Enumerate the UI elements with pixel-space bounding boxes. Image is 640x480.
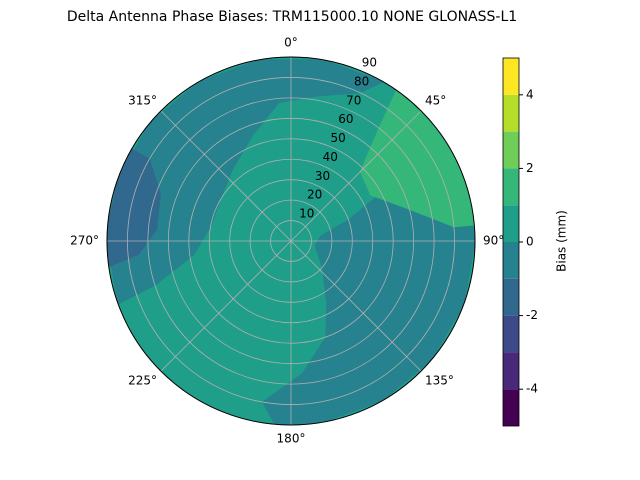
colorbar-label: Bias (mm): [555, 210, 569, 272]
colorbar-band: [503, 205, 519, 242]
r-tick-label: 80: [354, 74, 369, 88]
colorbar-tick-label: -2: [526, 308, 538, 322]
theta-tick-label: 180°: [277, 432, 306, 446]
grid-spoke: [160, 240, 292, 372]
theta-tick-label: 45°: [425, 93, 446, 107]
r-tick-label: 60: [338, 112, 353, 126]
r-tick-label: 40: [323, 150, 338, 164]
theta-tick-label: 270°: [70, 234, 99, 248]
colorbar-band: [503, 315, 519, 353]
theta-tick-label: 315°: [128, 93, 157, 107]
colorbar-tick-label: -4: [526, 382, 538, 396]
r-tick-label: 50: [330, 131, 345, 145]
colorbar-band: [503, 389, 519, 426]
plot-border: [106, 56, 476, 426]
colorbar-band: [503, 58, 519, 95]
colorbar-band: [503, 94, 519, 132]
colorbar-tick-label: 0: [526, 235, 534, 249]
colorbar-band: [503, 168, 519, 206]
r-tick-label: 70: [346, 93, 361, 107]
r-tick-label: 90: [362, 56, 377, 70]
r-tick-label: 30: [315, 169, 330, 183]
theta-tick-label: 225°: [128, 374, 157, 388]
colorbar-tick-label: 2: [526, 161, 534, 175]
colorbar-band: [503, 242, 519, 279]
grid-spoke: [290, 240, 422, 372]
theta-tick-label: 0°: [284, 36, 298, 50]
theta-tick-label: 90°: [483, 234, 504, 248]
colorbar-tick-label: 4: [526, 87, 534, 101]
grid-spoke: [160, 110, 292, 242]
chart-title: Delta Antenna Phase Biases: TRM115000.10…: [67, 9, 517, 25]
theta-tick-label: 135°: [425, 374, 454, 388]
contour-region: [107, 59, 385, 305]
r-tick-label: 20: [307, 188, 322, 202]
grid-spoke: [290, 110, 422, 242]
colorbar-band: [503, 278, 519, 316]
r-tick-label: 10: [299, 207, 314, 221]
colorbar-band: [503, 131, 519, 169]
colorbar-band: [503, 352, 519, 390]
overlay: 10 20 30 40 50 60 70 80 90 0° 45° 90° 135° 180° 225° 27…: [70, 36, 504, 446]
